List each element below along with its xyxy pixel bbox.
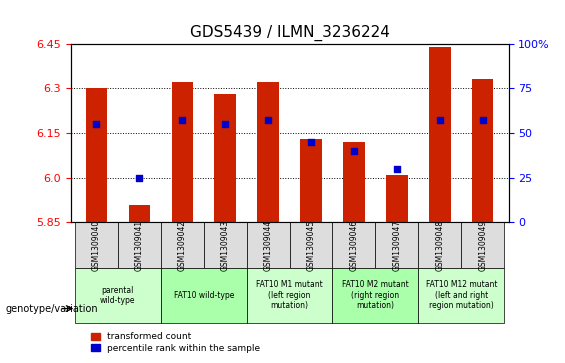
Bar <box>429 46 450 223</box>
FancyBboxPatch shape <box>461 223 504 268</box>
Point <box>349 148 358 154</box>
Point <box>435 118 444 123</box>
Point <box>264 118 273 123</box>
FancyBboxPatch shape <box>75 223 118 268</box>
Text: GSM1309046: GSM1309046 <box>350 220 358 271</box>
FancyBboxPatch shape <box>247 223 290 268</box>
FancyBboxPatch shape <box>375 223 418 268</box>
Bar <box>258 82 279 223</box>
Point <box>221 121 230 127</box>
Bar <box>472 79 493 223</box>
FancyBboxPatch shape <box>290 223 332 268</box>
Text: GSM1309044: GSM1309044 <box>264 220 272 271</box>
Bar <box>172 82 193 223</box>
Text: genotype/variation: genotype/variation <box>6 303 98 314</box>
Point <box>135 175 144 181</box>
FancyBboxPatch shape <box>247 268 332 323</box>
Legend: transformed count, percentile rank within the sample: transformed count, percentile rank withi… <box>89 331 262 355</box>
FancyBboxPatch shape <box>418 268 504 323</box>
FancyBboxPatch shape <box>332 268 418 323</box>
Text: GSM1309047: GSM1309047 <box>392 220 401 271</box>
FancyBboxPatch shape <box>332 223 375 268</box>
FancyBboxPatch shape <box>161 268 247 323</box>
Text: GSM1309043: GSM1309043 <box>221 220 229 271</box>
Bar <box>343 142 364 223</box>
Point <box>92 121 101 127</box>
FancyBboxPatch shape <box>204 223 247 268</box>
Bar <box>386 175 407 223</box>
Bar <box>215 94 236 223</box>
FancyBboxPatch shape <box>118 223 161 268</box>
Text: FAT10 M1 mutant
(left region
mutation): FAT10 M1 mutant (left region mutation) <box>256 281 323 310</box>
Bar <box>300 139 321 223</box>
Point <box>478 118 487 123</box>
Text: GSM1309042: GSM1309042 <box>178 220 187 271</box>
Text: GSM1309040: GSM1309040 <box>92 220 101 271</box>
Text: GSM1309041: GSM1309041 <box>135 220 144 271</box>
FancyBboxPatch shape <box>161 223 204 268</box>
Point <box>306 139 315 145</box>
Point <box>392 166 401 172</box>
FancyBboxPatch shape <box>75 268 161 323</box>
Text: GSM1309048: GSM1309048 <box>435 220 444 271</box>
Text: FAT10 wild-type: FAT10 wild-type <box>173 291 234 300</box>
Text: GSM1309045: GSM1309045 <box>307 220 315 271</box>
Point <box>178 118 187 123</box>
Bar <box>129 205 150 223</box>
Bar <box>86 88 107 223</box>
Text: FAT10 M2 mutant
(right region
mutation): FAT10 M2 mutant (right region mutation) <box>342 281 409 310</box>
Title: GDS5439 / ILMN_3236224: GDS5439 / ILMN_3236224 <box>190 25 389 41</box>
Text: FAT10 M12 mutant
(left and right
region mutation): FAT10 M12 mutant (left and right region … <box>425 281 497 310</box>
Text: GSM1309049: GSM1309049 <box>478 220 487 271</box>
FancyBboxPatch shape <box>418 223 461 268</box>
Text: parental
wild-type: parental wild-type <box>100 286 136 305</box>
